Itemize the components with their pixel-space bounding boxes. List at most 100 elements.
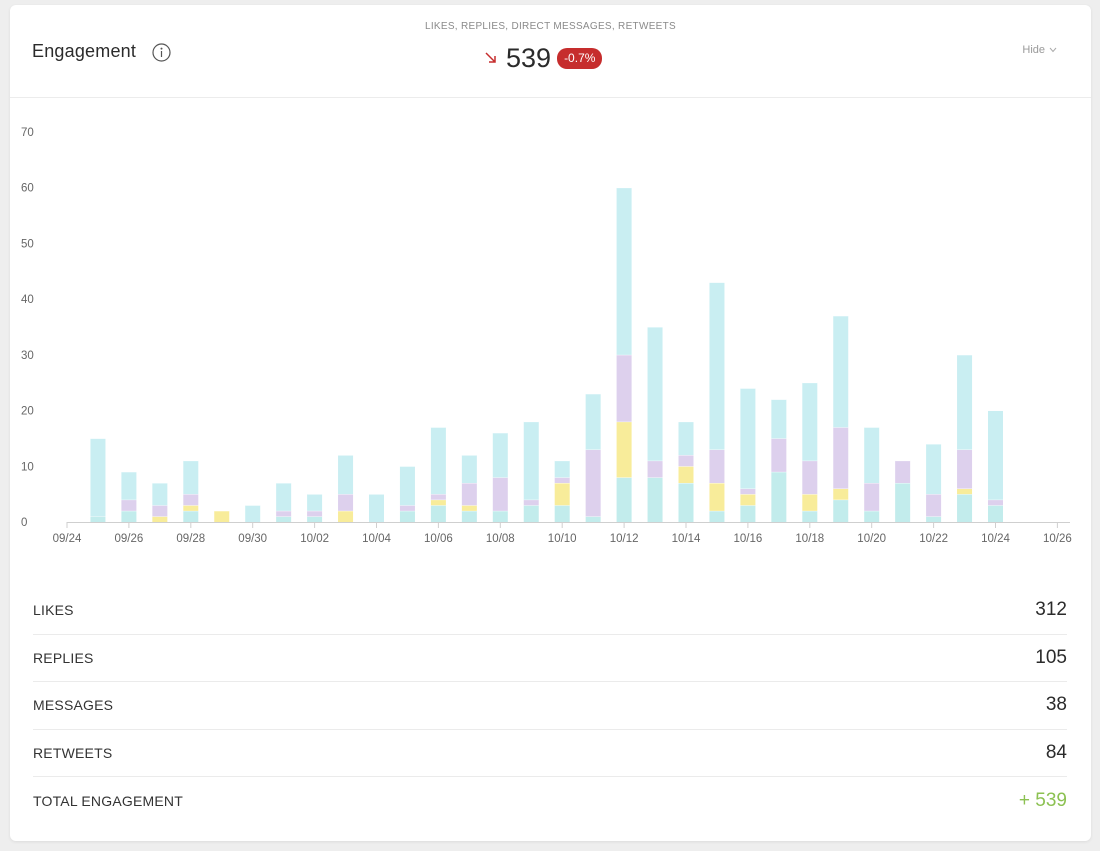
stat-row-total: TOTAL ENGAGEMENT + 539: [33, 777, 1067, 825]
bar-segment-likes: [183, 460, 199, 495]
bar-segment-likes: [399, 466, 415, 506]
y-tick-label: 60: [21, 183, 34, 195]
stat-label: REPLIES: [33, 649, 94, 666]
bar-segment-retweets: [276, 516, 292, 522]
bar-segment-likes: [245, 505, 261, 522]
bar-segment-retweets: [678, 483, 694, 522]
bar-segment-retweets: [461, 510, 477, 522]
info-icon[interactable]: [152, 43, 171, 62]
bar-segment-retweets: [833, 499, 849, 522]
y-tick-label: 40: [21, 294, 34, 306]
bar-segment-messages: [616, 421, 632, 478]
x-tick-label: 09/26: [115, 533, 144, 545]
bar-segment-replies: [461, 483, 477, 506]
stat-value: 105: [1035, 646, 1067, 668]
bar-segment-replies: [121, 499, 137, 511]
y-tick-label: 10: [21, 461, 34, 473]
bar-segment-retweets: [647, 477, 663, 522]
trend-down-icon: [485, 52, 496, 63]
bar-segment-likes: [121, 471, 137, 500]
bar-segment-messages: [461, 505, 477, 511]
stat-row-replies: REPLIES 105: [33, 635, 1067, 682]
stat-value-total: + 539: [1018, 789, 1067, 811]
bar-segment-likes: [647, 327, 663, 461]
x-tick-label: 10/06: [424, 533, 453, 545]
bar-segment-replies: [152, 505, 168, 517]
bar-segment-likes: [616, 187, 632, 355]
bar-segment-messages: [740, 494, 756, 506]
bar-segment-likes: [276, 483, 292, 511]
bar-segment-replies: [740, 488, 756, 495]
stat-value: 38: [1045, 694, 1067, 716]
bar-segment-retweets: [771, 471, 787, 522]
bar-segment-likes: [802, 382, 818, 461]
bar-segment-likes: [957, 354, 973, 450]
y-tick-label: 30: [21, 350, 34, 362]
bar-segment-replies: [926, 494, 942, 517]
bar-segment-replies: [833, 427, 849, 489]
bar-segment-messages: [338, 510, 354, 522]
x-tick-label: 10/08: [486, 533, 515, 545]
bar-segment-retweets: [307, 516, 323, 522]
bar-segment-retweets: [957, 494, 973, 522]
bar-segment-retweets: [183, 510, 199, 522]
bar-segment-likes: [864, 427, 880, 483]
bar-segment-retweets: [895, 483, 911, 522]
bar-segment-likes: [523, 421, 539, 500]
x-tick-label: 10/26: [1043, 533, 1072, 545]
engagement-card: Engagement LIKES, REPLIES, DIRECT MESSAG…: [10, 5, 1091, 841]
bar-segment-likes: [461, 455, 477, 483]
stat-row-retweets: RETWEETS 84: [33, 730, 1067, 777]
bar-segment-messages: [833, 488, 849, 500]
bar-segment-retweets: [90, 516, 106, 522]
bar-segment-messages: [152, 516, 168, 522]
x-tick-label: 10/02: [300, 533, 329, 545]
bar-segment-retweets: [554, 505, 570, 522]
y-tick-label: 0: [21, 517, 27, 529]
bar-segment-replies: [430, 494, 446, 500]
bar-segment-messages: [709, 483, 725, 511]
y-tick-label: 20: [21, 406, 34, 418]
total-summary: 539 -0.7%: [484, 41, 603, 75]
x-tick-label: 10/16: [734, 533, 763, 545]
bar-segment-replies: [338, 494, 354, 511]
bar-segment-likes: [926, 444, 942, 495]
x-tick-label: 10/12: [610, 533, 639, 545]
bar-segment-retweets: [709, 510, 725, 522]
bar-segment-replies: [523, 499, 539, 506]
bar-segment-replies: [616, 354, 632, 422]
bar-segment-messages: [678, 466, 694, 483]
x-tick-label: 10/18: [795, 533, 824, 545]
x-tick-label: 10/04: [362, 533, 391, 545]
bar-segment-likes: [430, 427, 446, 495]
x-tick-label: 09/28: [176, 533, 205, 545]
total-value: 539: [506, 42, 552, 73]
bar-segment-replies: [492, 477, 508, 511]
bar-segment-likes: [554, 460, 570, 478]
stat-value: 312: [1035, 599, 1067, 621]
x-tick-label: 09/24: [53, 533, 82, 545]
chevron-down-icon: [1049, 47, 1057, 53]
hide-button[interactable]: Hide: [1022, 44, 1057, 56]
delta-badge: -0.7%: [557, 47, 603, 69]
bar-segment-replies: [183, 494, 199, 506]
bar-segment-replies: [864, 483, 880, 511]
x-tick-label: 10/10: [548, 533, 577, 545]
bar-segment-replies: [988, 499, 1003, 506]
bar-segment-likes: [307, 494, 323, 511]
stat-row-messages: MESSAGES 38: [33, 682, 1067, 730]
bar-segment-retweets: [430, 505, 446, 522]
bar-segment-replies: [276, 510, 292, 517]
metrics-subtitle: LIKES, REPLIES, DIRECT MESSAGES, RETWEET…: [424, 21, 677, 32]
bar-segment-replies: [957, 449, 973, 489]
bar-segment-likes: [740, 388, 756, 489]
x-tick-label: 10/24: [981, 533, 1010, 545]
bar-segment-replies: [709, 449, 725, 483]
bar-segment-messages: [957, 488, 973, 495]
bar-segment-likes: [369, 494, 384, 522]
bar-segment-retweets: [616, 477, 632, 522]
bar-segment-messages: [554, 483, 570, 506]
stat-value: 84: [1045, 741, 1067, 763]
x-tick-label: 10/14: [672, 533, 701, 545]
bar-segment-retweets: [399, 510, 415, 522]
